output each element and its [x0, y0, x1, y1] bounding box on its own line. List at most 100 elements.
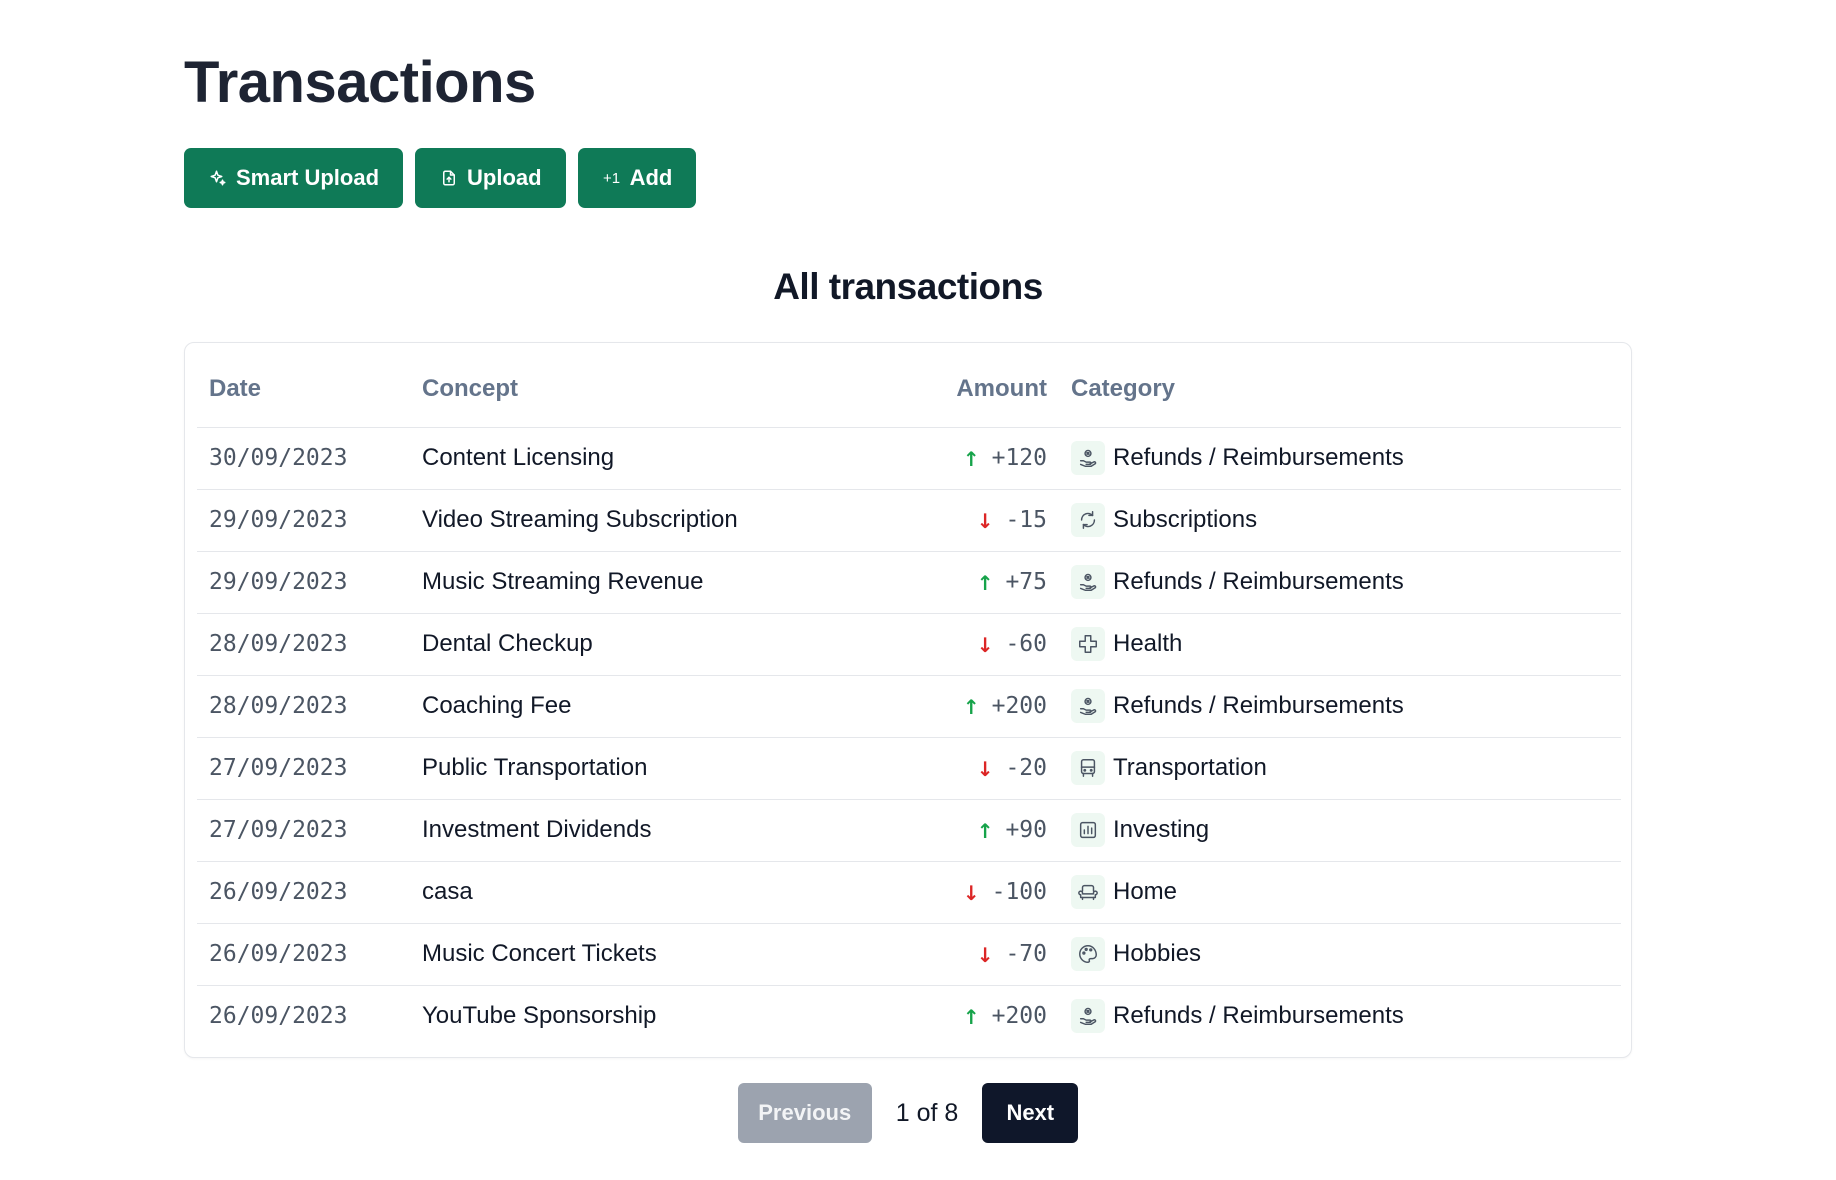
- add-button[interactable]: +1 Add: [577, 148, 697, 208]
- transaction-amount-cell: ↑ +200: [907, 675, 1047, 737]
- transaction-category-cell: Investing: [1047, 799, 1621, 861]
- transaction-date: 26/09/2023: [209, 879, 348, 905]
- transaction-concept: Public Transportation: [422, 754, 648, 781]
- transaction-category-cell: Home: [1047, 861, 1621, 923]
- toolbar: Smart Upload Upload +1 Add: [184, 148, 697, 208]
- table-row[interactable]: 29/09/2023 Video Streaming Subscription ↓ -…: [197, 489, 1621, 551]
- transaction-date: 29/09/2023: [209, 569, 348, 595]
- page-title: Transactions: [184, 50, 536, 115]
- transaction-date: 28/09/2023: [209, 631, 348, 657]
- table-row[interactable]: 28/09/2023 Dental Checkup ↓ -60 Health: [197, 613, 1621, 675]
- armchair-icon: [1071, 875, 1105, 909]
- transaction-amount-cell: ↑ +90: [907, 799, 1047, 861]
- smart-upload-button[interactable]: Smart Upload: [184, 148, 404, 208]
- category-chip: Home: [1071, 875, 1621, 909]
- category-chip: Investing: [1071, 813, 1621, 847]
- transaction-date: 29/09/2023: [209, 507, 348, 533]
- table-row[interactable]: 29/09/2023 Music Streaming Revenue ↑ +75 Ref…: [197, 551, 1621, 613]
- add-label: Add: [629, 165, 673, 190]
- category-label: Refunds / Reimbursements: [1113, 692, 1404, 719]
- transaction-amount: -15: [1005, 507, 1047, 533]
- table-row[interactable]: 26/09/2023 casa ↓ -100 Home: [197, 861, 1621, 923]
- plus-one-icon: +1: [603, 169, 621, 187]
- transactions-table-card: Date Concept Amount Category 30/09/2023 C…: [184, 342, 1632, 1058]
- transaction-date: 27/09/2023: [209, 755, 348, 781]
- transaction-amount-cell: ↑ +75: [907, 551, 1047, 613]
- transaction-concept: Dental Checkup: [422, 630, 593, 657]
- transaction-concept: YouTube Sponsorship: [422, 1002, 657, 1030]
- transaction-amount-cell: ↓ -70: [907, 923, 1047, 985]
- transaction-amount: -70: [1005, 941, 1047, 967]
- arrow-down-icon: ↓: [976, 632, 994, 657]
- category-label: Subscriptions: [1113, 506, 1258, 533]
- arrow-down-icon: ↓: [962, 880, 980, 905]
- transaction-amount-cell: ↓ -20: [907, 737, 1047, 799]
- arrow-up-icon: ↑: [976, 570, 994, 595]
- refresh-cycle-icon: [1071, 503, 1105, 537]
- arrow-down-icon: ↓: [976, 508, 994, 533]
- column-header-category[interactable]: Category: [1071, 374, 1176, 402]
- transaction-date: 30/09/2023: [209, 445, 348, 471]
- transaction-concept: Video Streaming Subscription: [422, 506, 738, 533]
- category-label: Hobbies: [1113, 940, 1202, 967]
- table-row[interactable]: 26/09/2023 Music Concert Tickets ↓ -70 Hobbi…: [197, 923, 1621, 985]
- smart-upload-label: Smart Upload: [236, 165, 380, 190]
- table-row[interactable]: 26/09/2023 YouTube Sponsorship ↑ +200 Refund…: [197, 985, 1621, 1047]
- column-header-amount[interactable]: Amount: [956, 374, 1047, 402]
- transaction-concept: Content Licensing: [422, 444, 615, 471]
- transaction-amount-cell: ↓ -100: [907, 861, 1047, 923]
- table-row[interactable]: 28/09/2023 Coaching Fee ↑ +200 Refunds / Rei…: [197, 675, 1621, 737]
- upload-button[interactable]: Upload: [415, 148, 566, 208]
- transaction-amount: +200: [991, 693, 1047, 719]
- category-label: Home: [1113, 878, 1178, 905]
- bar-chart-icon: [1071, 813, 1105, 847]
- transaction-category-cell: Refunds / Reimbursements: [1047, 985, 1621, 1047]
- transaction-date: 27/09/2023: [209, 817, 348, 843]
- transaction-amount: +200: [991, 1003, 1047, 1030]
- transaction-category-cell: Hobbies: [1047, 923, 1621, 985]
- next-page-button[interactable]: Next: [982, 1083, 1079, 1143]
- transactions-table: Date Concept Amount Category 30/09/2023 C…: [197, 343, 1621, 1047]
- refund-hand-icon: [1071, 441, 1105, 475]
- medical-cross-icon: [1071, 627, 1105, 661]
- page-indicator: 1 of 8: [895, 1098, 959, 1127]
- category-chip: Refunds / Reimbursements: [1071, 689, 1621, 723]
- table-row[interactable]: 27/09/2023 Investment Dividends ↑ +90 Invest…: [197, 799, 1621, 861]
- transaction-category-cell: Refunds / Reimbursements: [1047, 675, 1621, 737]
- transaction-concept: casa: [422, 878, 473, 905]
- transaction-category-cell: Health: [1047, 613, 1621, 675]
- column-header-date[interactable]: Date: [209, 374, 262, 402]
- category-chip: Health: [1071, 627, 1621, 661]
- transaction-category-cell: Refunds / Reimbursements: [1047, 551, 1621, 613]
- transaction-category-cell: Refunds / Reimbursements: [1047, 427, 1621, 489]
- transaction-date: 26/09/2023: [209, 1003, 348, 1030]
- transactions-table-body: 30/09/2023 Content Licensing ↑ +120 Refunds …: [197, 427, 1621, 1047]
- category-label: Health: [1113, 630, 1183, 657]
- refund-hand-icon: [1071, 999, 1105, 1034]
- transaction-amount: -20: [1005, 755, 1047, 781]
- table-row[interactable]: 30/09/2023 Content Licensing ↑ +120 Refunds …: [197, 427, 1621, 489]
- category-label: Refunds / Reimbursements: [1113, 1002, 1404, 1030]
- category-chip: Refunds / Reimbursements: [1071, 999, 1621, 1034]
- transaction-amount: +90: [1005, 817, 1047, 843]
- palette-icon: [1071, 937, 1105, 971]
- table-row[interactable]: 27/09/2023 Public Transportation ↓ -20 Trans…: [197, 737, 1621, 799]
- category-label: Transportation: [1113, 754, 1267, 781]
- category-label: Refunds / Reimbursements: [1113, 568, 1404, 595]
- pagination: Previous 1 of 8 Next: [184, 1083, 1632, 1143]
- transaction-category-cell: Transportation: [1047, 737, 1621, 799]
- transaction-amount: -100: [991, 879, 1047, 905]
- arrow-up-icon: ↑: [962, 694, 980, 719]
- transaction-amount-cell: ↑ +200: [907, 985, 1047, 1047]
- category-label: Investing: [1113, 816, 1210, 843]
- bus-icon: [1071, 751, 1105, 785]
- previous-page-button[interactable]: Previous: [737, 1083, 872, 1143]
- transaction-concept: Music Streaming Revenue: [422, 568, 704, 595]
- arrow-up-icon: ↑: [962, 1004, 980, 1029]
- column-header-concept[interactable]: Concept: [422, 374, 518, 402]
- file-upload-icon: [439, 168, 459, 188]
- category-chip: Subscriptions: [1071, 503, 1621, 537]
- refund-hand-icon: [1071, 689, 1105, 723]
- transaction-amount: +75: [1005, 569, 1047, 595]
- refund-hand-icon: [1071, 565, 1105, 599]
